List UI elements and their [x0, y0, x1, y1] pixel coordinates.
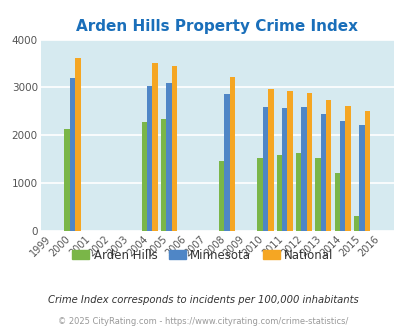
Bar: [75, 58, 80, 231]
Bar: [358, 125, 364, 231]
Title: Arden Hills Property Crime Index: Arden Hills Property Crime Index: [76, 19, 357, 34]
Bar: [353, 216, 358, 231]
Bar: [229, 77, 234, 231]
Bar: [147, 86, 152, 231]
Bar: [257, 158, 262, 231]
Bar: [295, 153, 301, 231]
Bar: [339, 121, 345, 231]
Bar: [64, 129, 70, 231]
Bar: [281, 108, 287, 231]
Bar: [364, 111, 369, 231]
Bar: [166, 83, 171, 231]
Text: © 2025 CityRating.com - https://www.cityrating.com/crime-statistics/: © 2025 CityRating.com - https://www.city…: [58, 317, 347, 326]
Bar: [320, 114, 325, 231]
Bar: [218, 161, 224, 231]
Bar: [276, 155, 281, 231]
Text: Crime Index corresponds to incidents per 100,000 inhabitants: Crime Index corresponds to incidents per…: [47, 295, 358, 305]
Bar: [70, 78, 75, 231]
Bar: [306, 93, 311, 231]
Bar: [301, 107, 306, 231]
Bar: [287, 91, 292, 231]
Bar: [224, 94, 229, 231]
Bar: [262, 107, 268, 231]
Bar: [334, 173, 339, 231]
Legend: Arden Hills, Minnesota, National: Arden Hills, Minnesota, National: [67, 244, 338, 266]
Bar: [325, 100, 330, 231]
Bar: [171, 66, 177, 231]
Bar: [141, 122, 147, 231]
Bar: [268, 89, 273, 231]
Bar: [160, 118, 166, 231]
Bar: [152, 63, 158, 231]
Bar: [315, 158, 320, 231]
Bar: [345, 106, 350, 231]
